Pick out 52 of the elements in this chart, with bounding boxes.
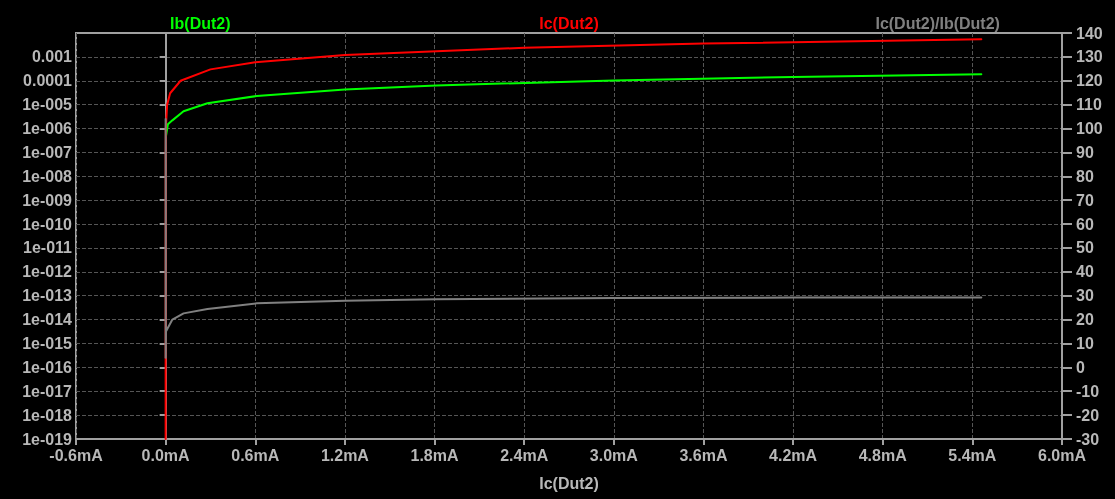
y2-tick-label: 30 <box>1076 287 1094 305</box>
x-tick-label: 3.6mA <box>679 446 728 464</box>
y2-tick-label: -20 <box>1076 406 1100 424</box>
y2-tick-label: 0 <box>1076 358 1085 376</box>
y-tick-label: 1e-017 <box>22 382 73 400</box>
y2-tick-label: 90 <box>1076 143 1094 161</box>
x-tick-label: 4.8mA <box>858 446 908 464</box>
y2-tick-label: 10 <box>1076 334 1094 352</box>
x-axis-title: Ic(Dut2) <box>539 474 599 492</box>
x-tick-label: 6.0mA <box>1037 446 1087 464</box>
x-tick-label: -0.6mA <box>49 446 104 464</box>
y2-tick-label: 60 <box>1076 215 1094 233</box>
y-tick-label: 1e-011 <box>23 239 73 257</box>
y2-tick-label: 130 <box>1076 48 1103 66</box>
y2-tick-label: 120 <box>1076 72 1103 90</box>
y-tick-label: 1e-016 <box>22 358 73 376</box>
y2-tick-label: 70 <box>1076 191 1094 209</box>
y-tick-label: 1e-019 <box>22 430 73 448</box>
y-tick-label: 1e-007 <box>22 143 73 161</box>
y2-tick-label: -30 <box>1076 430 1100 448</box>
y-tick-label: 0.0001 <box>23 72 73 90</box>
x-tick-label: 3.0mA <box>589 446 639 464</box>
line-series <box>164 117 983 359</box>
y-tick-label: 0.001 <box>31 48 73 66</box>
y-tick-label: 1e-014 <box>22 311 73 329</box>
x-tick-label: 1.8mA <box>410 446 459 464</box>
y2-tick-label: 80 <box>1076 167 1094 185</box>
y2-tick-label: 20 <box>1076 311 1094 329</box>
y2-tick-label: 40 <box>1076 263 1094 281</box>
text: Ib(Dut2) <box>170 14 231 32</box>
y2-tick-label: 110 <box>1076 96 1102 114</box>
y2-tick-label: 50 <box>1076 239 1094 257</box>
x-tick-label: 5.4mA <box>948 446 997 464</box>
y-tick-label: 1e-013 <box>22 287 73 305</box>
x-tick-label: 4.2mA <box>769 446 818 464</box>
y2-tick-label: 100 <box>1076 120 1103 138</box>
y2-tick-label: 140 <box>1076 24 1103 42</box>
x-tick-label: 0.0mA <box>141 446 191 464</box>
y2-tick-label: -10 <box>1076 382 1100 400</box>
y-tick-label: 1e-012 <box>22 263 73 281</box>
y-tick-label: 1e-018 <box>22 406 73 424</box>
y-tick-label: 1e-010 <box>22 215 73 233</box>
x-tick-label: 0.6mA <box>231 446 280 464</box>
y-tick-label: 1e-009 <box>22 191 73 209</box>
series-label: Ic(Dut2) <box>539 14 599 32</box>
x-tick-label: 2.4mA <box>500 446 549 464</box>
y-tick-label: 1e-006 <box>22 120 73 138</box>
x-tick-label: 1.2mA <box>320 446 370 464</box>
y-tick-label: 1e-005 <box>22 96 73 114</box>
y-tick-label: 1e-008 <box>22 167 73 185</box>
text: Ic(Dut2)/Ib(Dut2) <box>875 14 1000 32</box>
y-tick-label: 1e-015 <box>22 334 73 352</box>
